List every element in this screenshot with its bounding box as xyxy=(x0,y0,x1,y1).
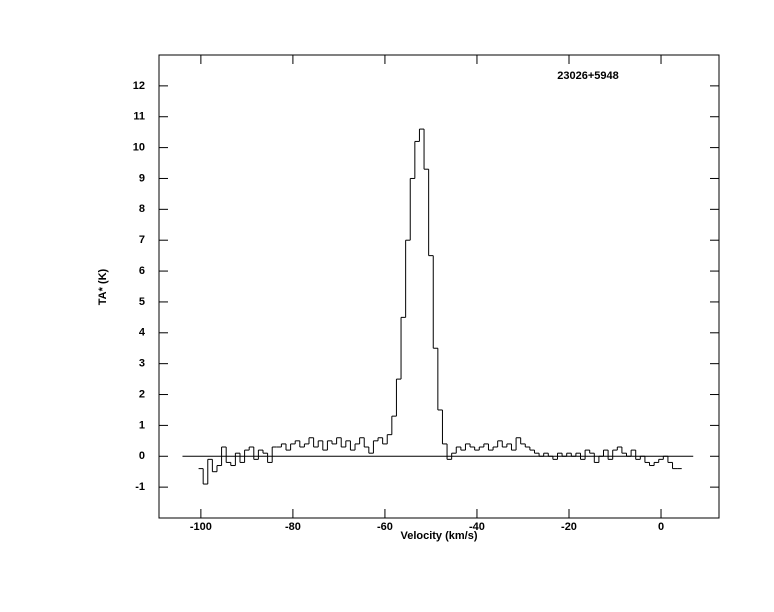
y-tick-label: 7 xyxy=(139,234,145,246)
y-tick-label: 10 xyxy=(133,142,145,154)
x-tick-label: -60 xyxy=(377,521,393,533)
y-tick-label: -1 xyxy=(135,481,145,493)
x-tick-label: -100 xyxy=(190,521,212,533)
x-tick-label: -20 xyxy=(561,521,577,533)
y-tick-label: 3 xyxy=(139,358,145,370)
y-tick-label: 8 xyxy=(139,203,145,215)
y-tick-label: 11 xyxy=(133,111,145,123)
y-tick-label: 0 xyxy=(139,450,145,462)
chart-title: 23026+5948 xyxy=(557,70,618,82)
x-tick-label: -40 xyxy=(469,521,485,533)
y-tick-label: 9 xyxy=(139,172,145,184)
y-tick-label: 12 xyxy=(133,80,145,92)
y-tick-label: 6 xyxy=(139,265,145,277)
y-tick-label: 4 xyxy=(139,327,146,339)
y-axis-label: TA* (K) xyxy=(97,268,109,305)
y-tick-label: 1 xyxy=(139,419,145,431)
x-tick-label: 0 xyxy=(658,521,664,533)
y-tick-label: 2 xyxy=(139,388,145,400)
x-tick-label: -80 xyxy=(285,521,301,533)
y-tick-label: 5 xyxy=(139,296,145,308)
x-axis-label: Velocity (km/s) xyxy=(400,530,477,542)
plot-frame xyxy=(158,54,720,519)
